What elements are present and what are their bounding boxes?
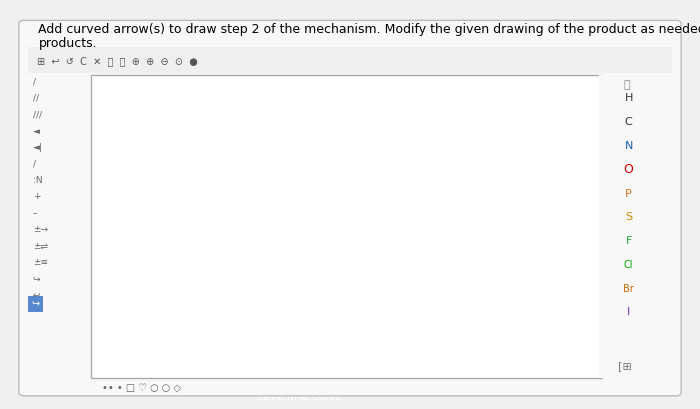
Text: ↪: ↪ bbox=[33, 274, 41, 283]
Text: Br: Br bbox=[623, 283, 634, 293]
Text: H₃C: H₃C bbox=[136, 220, 155, 231]
Text: O: O bbox=[500, 209, 510, 222]
Text: S: S bbox=[625, 212, 632, 222]
Text: —H: —H bbox=[276, 211, 295, 221]
Text: Save and Close: Save and Close bbox=[256, 391, 342, 401]
Text: ±⇌: ±⇌ bbox=[33, 241, 48, 250]
Text: ↩: ↩ bbox=[33, 290, 41, 299]
Text: ··: ·· bbox=[293, 159, 299, 167]
Text: H: H bbox=[216, 191, 224, 201]
Text: 📊: 📊 bbox=[623, 80, 630, 90]
Text: ··: ·· bbox=[500, 199, 506, 208]
Text: H₃C: H₃C bbox=[389, 235, 409, 245]
Text: P: P bbox=[625, 188, 632, 198]
Text: F: F bbox=[625, 236, 632, 245]
Text: CH₃: CH₃ bbox=[554, 235, 574, 245]
Text: —H: —H bbox=[536, 211, 555, 221]
Text: products.: products. bbox=[38, 37, 97, 50]
Text: ◄|: ◄| bbox=[33, 143, 43, 152]
Text: ±≡: ±≡ bbox=[33, 257, 48, 266]
Text: ///: /// bbox=[33, 110, 42, 119]
Text: /: / bbox=[33, 77, 36, 86]
Text: //: // bbox=[33, 94, 39, 103]
Text: +: + bbox=[449, 276, 463, 294]
Text: ··: ·· bbox=[271, 159, 277, 167]
Text: [⊞: [⊞ bbox=[618, 360, 632, 370]
Text: ⊞  ↩  ↺  C  ✕  ⎙  ⎙  ⊕  ⊕  ⊖  ⊙  ●: ⊞ ↩ ↺ C ✕ ⎙ ⎙ ⊕ ⊕ ⊖ ⊙ ● bbox=[37, 56, 198, 65]
Text: ↪: ↪ bbox=[32, 299, 40, 309]
Text: HBr: HBr bbox=[444, 301, 468, 314]
Text: •• • □ ♡ ○ ○ ◇: •• • □ ♡ ○ ○ ◇ bbox=[102, 382, 181, 391]
Text: ◄: ◄ bbox=[33, 126, 40, 135]
Text: H₃C: H₃C bbox=[395, 220, 414, 231]
Text: N: N bbox=[624, 141, 633, 151]
Text: ⁻: ⁻ bbox=[299, 164, 304, 174]
Text: ··: ·· bbox=[241, 199, 246, 208]
Text: O: O bbox=[241, 209, 251, 222]
Text: +: + bbox=[33, 192, 41, 201]
Text: ±→: ±→ bbox=[33, 225, 48, 234]
Text: Br: Br bbox=[278, 167, 292, 180]
Text: I: I bbox=[627, 307, 630, 317]
Text: Add curved arrow(s) to draw step 2 of the mechanism. Modify the given drawing of: Add curved arrow(s) to draw step 2 of th… bbox=[38, 22, 700, 36]
Text: –: – bbox=[33, 208, 37, 217]
Text: H: H bbox=[624, 93, 633, 103]
Text: :N: :N bbox=[33, 175, 43, 184]
Text: Cl: Cl bbox=[624, 259, 634, 269]
Text: O: O bbox=[624, 163, 634, 176]
Text: CH₃: CH₃ bbox=[295, 235, 314, 245]
Text: +: + bbox=[247, 200, 254, 209]
Text: H₃C: H₃C bbox=[130, 235, 149, 245]
Text: C: C bbox=[624, 117, 633, 127]
Text: /: / bbox=[33, 159, 36, 168]
